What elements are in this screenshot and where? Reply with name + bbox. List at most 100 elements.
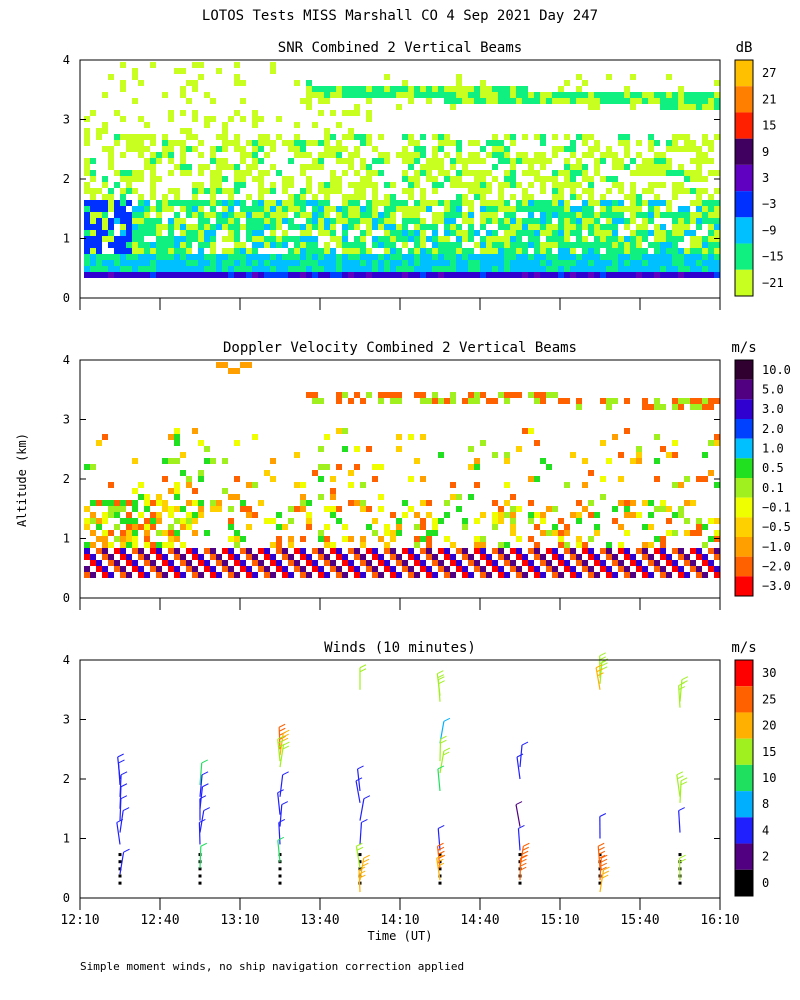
- wind-barb-flag: [116, 819, 124, 823]
- wind-barb: [119, 810, 124, 833]
- wind-barb-flag: [600, 866, 607, 871]
- x-tick-label: 13:40: [300, 913, 339, 928]
- wind-barb-flag: [277, 789, 284, 794]
- wind-barb-flag: [122, 807, 130, 811]
- wind-barb-flag: [362, 858, 370, 863]
- wind-barb-flag: [358, 866, 366, 871]
- wind-gate-marker: [278, 881, 282, 885]
- wind-barb-flag: [120, 783, 128, 788]
- colorbar-label: 2.0: [762, 422, 784, 436]
- wind-gate-marker: [358, 874, 362, 878]
- wind-gate-marker: [438, 881, 442, 885]
- wind-gate-marker: [598, 853, 602, 857]
- colorbar-frame: [734, 59, 754, 297]
- wind-barb: [517, 828, 521, 851]
- y-tick-label: 3: [63, 713, 70, 727]
- wind-barb-flag: [680, 777, 688, 782]
- wind-barb-flag: [595, 664, 603, 669]
- wind-barb-flag: [597, 672, 604, 677]
- wind-barb-flag: [679, 858, 686, 863]
- colorbar-label: 0: [762, 876, 769, 890]
- wind-barb: [516, 756, 521, 780]
- colorbar-label: 0.1: [762, 481, 784, 495]
- wind-barb-flag: [602, 874, 609, 879]
- wind-barb-flag: [357, 765, 364, 770]
- wind-barb-flag: [283, 741, 290, 746]
- colorbar-swatch: [735, 360, 753, 380]
- wind-gate-marker: [518, 881, 522, 885]
- x-axis-label: Time (UT): [367, 929, 432, 943]
- x-tick-label: 16:10: [700, 913, 739, 928]
- wind-barb-flag: [363, 854, 370, 859]
- wind-gate-marker: [278, 874, 282, 878]
- wind-barb-flag: [438, 676, 445, 681]
- colorbar-label: 27: [762, 66, 776, 80]
- colorbar-label: 0.5: [762, 461, 784, 475]
- colorbar-swatch: [735, 738, 753, 765]
- wind-barb-flag: [678, 682, 685, 687]
- wind-barb-flag: [523, 842, 530, 847]
- colorbar-swatch: [735, 660, 753, 687]
- wind-gate-marker: [518, 853, 522, 857]
- colorbar-swatch: [735, 243, 753, 270]
- colorbar-swatch: [735, 556, 753, 577]
- wind-gate-marker: [198, 874, 202, 878]
- snr-field: [84, 62, 720, 278]
- wind-barb-flag: [282, 771, 289, 776]
- wind-barb-flag: [120, 771, 128, 776]
- wind-barb-flag: [436, 854, 443, 859]
- colorbar-label: −15: [762, 250, 784, 264]
- wind-barb-flag: [443, 717, 451, 722]
- y-tick-label: 4: [63, 353, 70, 367]
- wind-barb: [116, 822, 121, 845]
- x-tick-label: 12:40: [140, 913, 179, 928]
- colorbar-swatch: [735, 191, 753, 218]
- y-tick-label: 1: [63, 832, 70, 846]
- colorbar-swatch: [735, 269, 753, 296]
- y-tick-label: 4: [63, 53, 70, 67]
- wind-gate-marker: [278, 853, 282, 857]
- wind-barb-flag: [437, 862, 445, 867]
- colorbar-swatch: [735, 817, 753, 844]
- wind-barb-flag: [518, 824, 525, 829]
- wind-barb-flag: [279, 727, 286, 732]
- wind-barb-flag: [603, 866, 610, 871]
- wind-gate-marker: [358, 853, 362, 857]
- wind-barb: [277, 840, 281, 863]
- wind-barb-flag: [356, 846, 364, 851]
- wind-barb: [359, 822, 363, 845]
- wind-barb: [519, 745, 523, 768]
- y-tick-label: 4: [63, 653, 70, 667]
- winds-field: [116, 652, 689, 893]
- wind-gate-marker: [358, 860, 362, 864]
- wind-gate-marker: [198, 867, 202, 871]
- velocity-axes: 0 1 2 3 4: [63, 353, 721, 610]
- wind-barb-flag: [678, 807, 685, 811]
- y-tick-label: 0: [63, 591, 70, 605]
- wind-barb-flag: [199, 795, 207, 800]
- velocity-colorbar: 10.0 5.0 3.0 2.0 1.0 0.5 0.1 −0.1 −0.5 −1.0 −2.0 −3…: [734, 359, 791, 597]
- x-tick-label: 12:10: [60, 913, 99, 928]
- wind-barb-flag: [520, 866, 527, 871]
- colorbar-swatch: [735, 497, 753, 518]
- wind-barb-flag: [601, 854, 608, 859]
- wind-barb: [515, 804, 521, 827]
- colorbar-label: 25: [762, 692, 776, 706]
- colorbar-swatch: [735, 458, 753, 478]
- wind-gate-marker: [438, 860, 442, 864]
- wind-barb-flag: [600, 858, 608, 863]
- wind-barb-flag: [522, 846, 529, 851]
- wind-barb-flag: [437, 674, 445, 679]
- wind-barb: [679, 679, 683, 702]
- wind-barb-flag: [199, 819, 206, 823]
- x-tick-label: 15:40: [620, 913, 659, 928]
- wind-barb: [119, 774, 122, 797]
- colorbar-label: 4: [762, 823, 769, 837]
- x-tick-label: 13:10: [220, 913, 259, 928]
- wind-barb-flag: [358, 870, 366, 875]
- wind-barb-flag: [282, 745, 290, 750]
- colorbar-swatch: [735, 438, 753, 459]
- wind-gate-marker: [438, 874, 442, 878]
- wind-barb-flag: [438, 824, 445, 829]
